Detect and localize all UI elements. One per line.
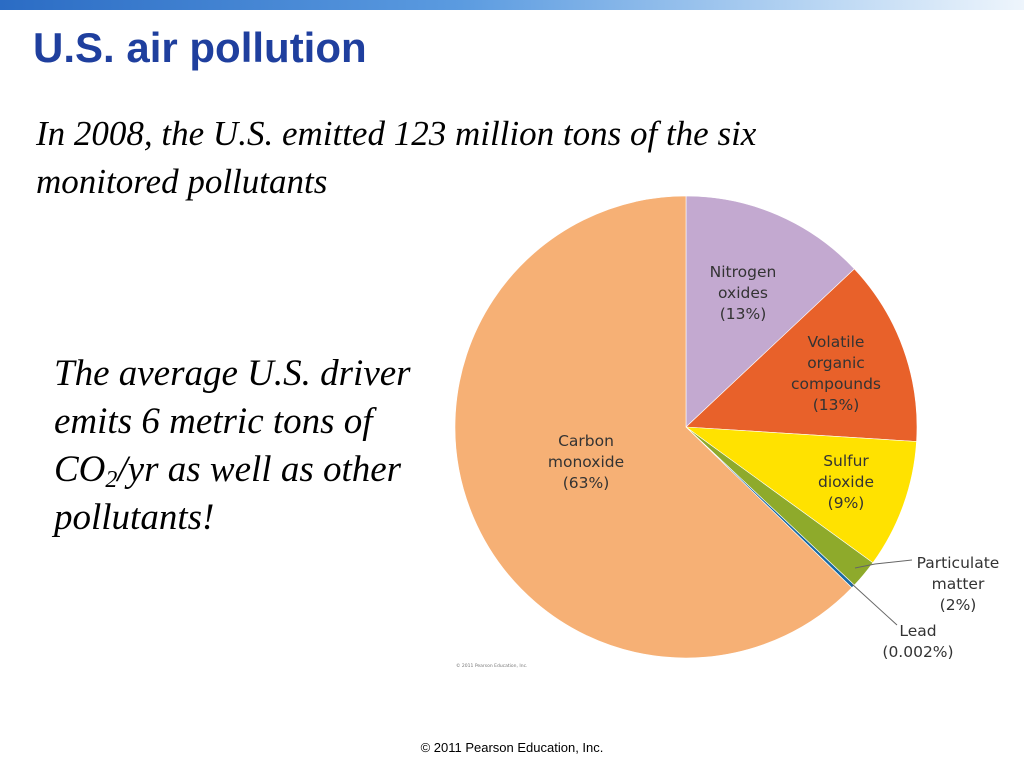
pie-label-line: Sulfur [823, 452, 869, 470]
chart-credit: © 2011 Pearson Education, Inc. [456, 662, 527, 669]
note-subscript: 2 [105, 467, 118, 493]
pie-slice-nitrogen-oxides [685, 195, 855, 428]
pie-label-line: compounds [791, 375, 881, 393]
pie-label-line: Particulate [917, 554, 1000, 572]
pie-label-line: monoxide [548, 453, 624, 471]
pie-label-lead: Lead (0.002%) [882, 622, 953, 661]
top-accent-stripe [0, 0, 1024, 10]
leader-line-particulate-matter [854, 559, 913, 569]
pie-label-volatile-organic-compounds: Volatile organic compounds (13%) [791, 333, 881, 414]
footer-copyright: © 2011 Pearson Education, Inc. [420, 740, 604, 755]
pie-label-line: Volatile [808, 333, 865, 351]
pie-slice-sulfur-dioxide [684, 426, 917, 564]
pie-label-nitrogen-oxides: Nitrogen oxides (13%) [710, 263, 777, 323]
pie-label-line: (2%) [940, 596, 977, 614]
pie-label-line: dioxide [818, 473, 874, 491]
pie-label-line: organic [807, 354, 865, 372]
pie-label-carbon-monoxide: Carbon monoxide (63%) [548, 432, 624, 492]
slide-subtitle: In 2008, the U.S. emitted 123 million to… [36, 114, 757, 201]
pie-labels: Nitrogen oxides (13%) Volatile organic compou… [548, 263, 999, 661]
pie-label-line: Carbon [558, 432, 614, 450]
pie-label-line: (63%) [563, 474, 610, 492]
pie-label-line: (13%) [813, 396, 860, 414]
driver-emissions-note: The average U.S. driver emits 6 metric t… [54, 350, 424, 542]
pie-label-line: Nitrogen [710, 263, 777, 281]
note-text-post: /yr as well as other pollutants! [54, 449, 402, 538]
pie-slice-volatile-organic-compounds [685, 268, 918, 442]
pie-label-line: Lead [899, 622, 936, 640]
note-text-pre: The average U.S. driver emits 6 metric t… [54, 353, 411, 490]
pie-label-line: oxides [718, 284, 768, 302]
pie-label-line: (13%) [720, 305, 767, 323]
slide-title: U.S. air pollution [33, 24, 367, 71]
pie-label-sulfur-dioxide: Sulfur dioxide (9%) [818, 452, 874, 512]
pie-slices [454, 195, 918, 659]
pie-label-line: (0.002%) [882, 643, 953, 661]
pie-slice-carbon-monoxide [454, 195, 853, 659]
pie-label-line: (9%) [828, 494, 865, 512]
pie-label-particulate-matter: Particulate matter (2%) [917, 554, 1000, 614]
pie-label-line: matter [932, 575, 985, 593]
leader-line-lead [851, 583, 898, 626]
pie-leader-lines [851, 559, 913, 626]
